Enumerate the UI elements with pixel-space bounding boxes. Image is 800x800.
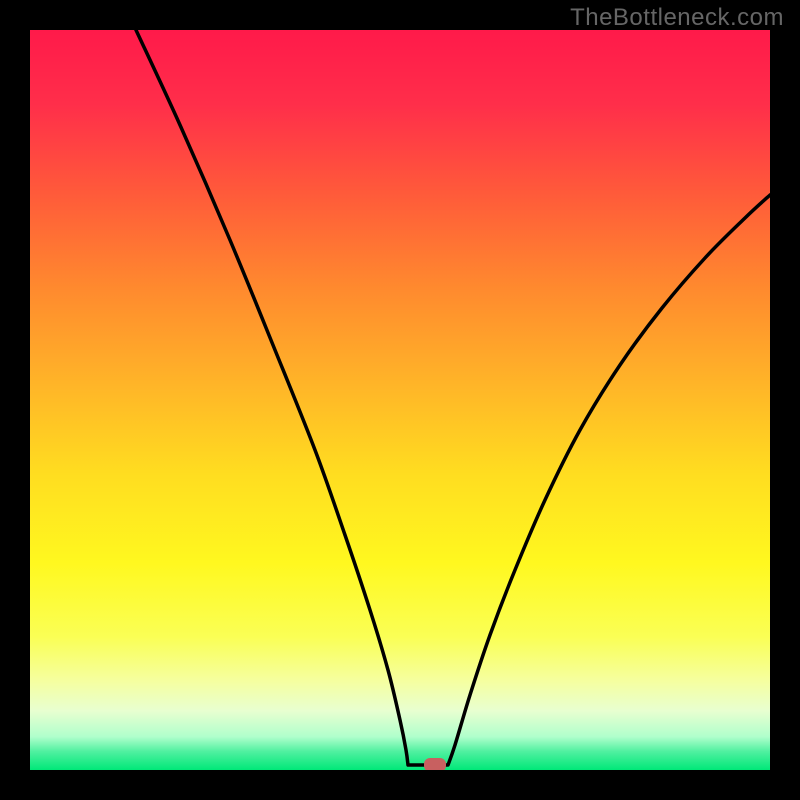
minimum-marker: [424, 758, 446, 770]
bottleneck-curve: [30, 30, 770, 770]
watermark-text: TheBottleneck.com: [570, 4, 784, 32]
plot-area: [30, 30, 770, 770]
chart-container: TheBottleneck.com: [0, 0, 800, 800]
